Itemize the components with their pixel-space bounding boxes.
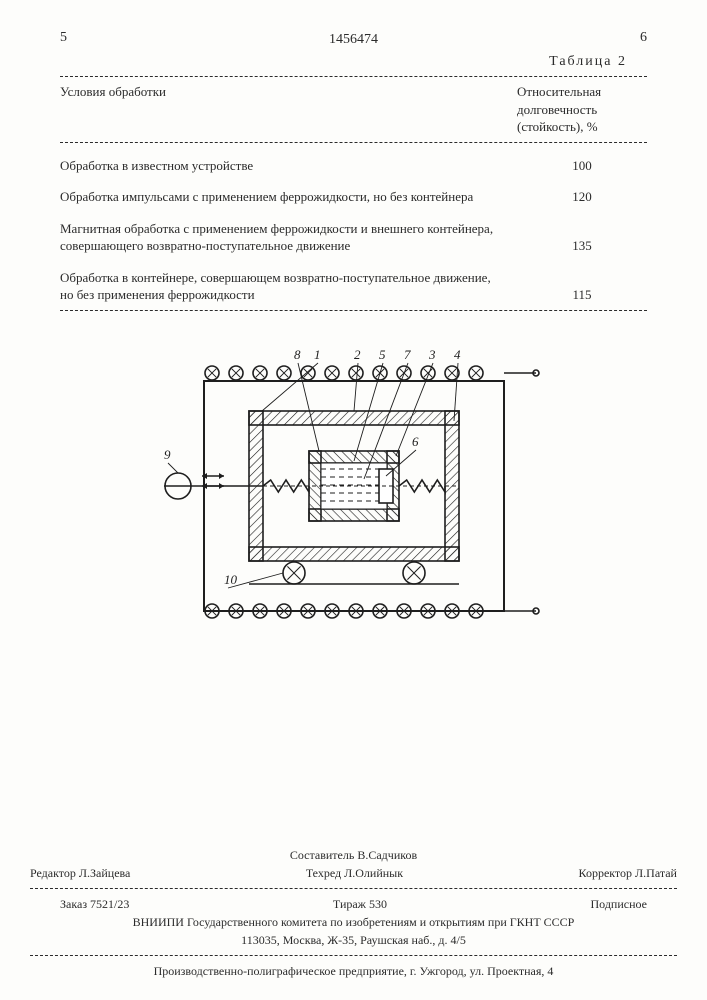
footer-order: Заказ 7521/23 [60,895,129,913]
table-row: Обработка в контейнере, совершающем возв… [60,269,647,304]
footer-org1: ВНИИПИ Государственного комитета по изоб… [0,913,707,931]
footer-tirazh: Тираж 530 [333,895,387,913]
footer-orderline: Заказ 7521/23 Тираж 530 Подписное [0,895,707,913]
svg-text:7: 7 [404,347,411,362]
diagram-svg: 81 2 5 7 3 4 6 9 10 [164,341,544,641]
device-diagram: 81 2 5 7 3 4 6 9 10 [60,341,647,641]
table-row: Обработка в известном устройстве100 [60,157,647,175]
divider [30,888,677,889]
column-durability: Относительная долговечность (стойкость),… [517,83,647,136]
svg-text:10: 10 [224,572,238,587]
row-value: 120 [517,188,647,206]
divider [60,76,647,77]
row-conditions: Обработка в контейнере, совершающем возв… [60,269,517,304]
row-value: 100 [517,157,647,175]
divider [30,955,677,956]
column-conditions: Условия обработки [60,83,517,136]
footer-podpisnoe: Подписное [591,895,648,913]
footer-editor: Редактор Л.Зайцева [30,864,130,882]
divider [60,310,647,311]
svg-text:3: 3 [428,347,436,362]
footer-printer: Производственно-полиграфическое предприя… [0,962,707,980]
footer-corrector: Корректор Л.Патай [579,864,677,882]
svg-text:5: 5 [379,347,386,362]
durability-table: Условия обработки Относительная долговеч… [60,83,647,304]
footer-composer: Составитель В.Садчиков [0,846,707,864]
page-col-left: 5 [60,30,67,46]
footer-names: Редактор Л.Зайцева Техред Л.Олийнык Корр… [0,864,707,882]
table-header-row: Условия обработки Относительная долговеч… [60,83,647,136]
footer: Составитель В.Садчиков Редактор Л.Зайцев… [0,846,707,980]
table-body: Обработка в известном устройстве100Обраб… [60,157,647,304]
svg-text:4: 4 [454,347,461,362]
svg-text:1: 1 [314,347,321,362]
table-title: Таблица 2 [60,54,647,70]
row-conditions: Обработка импульсами с применением ферро… [60,188,517,206]
table-row: Обработка импульсами с применением ферро… [60,188,647,206]
svg-text:8: 8 [294,347,301,362]
row-conditions: Магнитная обработка с применением феррож… [60,220,517,255]
svg-text:2: 2 [354,347,361,362]
patent-number: 1456474 [60,32,647,48]
table-row: Магнитная обработка с применением феррож… [60,220,647,255]
footer-techred: Техред Л.Олийнык [306,864,403,882]
page: 5 6 1456474 Таблица 2 Условия обработки … [0,0,707,1000]
footer-org2: 113035, Москва, Ж-35, Раушская наб., д. … [0,931,707,949]
row-value: 115 [517,286,647,304]
svg-text:9: 9 [164,447,171,462]
row-value: 135 [517,237,647,255]
divider [60,142,647,143]
page-col-right: 6 [640,30,647,46]
row-conditions: Обработка в известном устройстве [60,157,517,175]
svg-text:6: 6 [412,434,419,449]
